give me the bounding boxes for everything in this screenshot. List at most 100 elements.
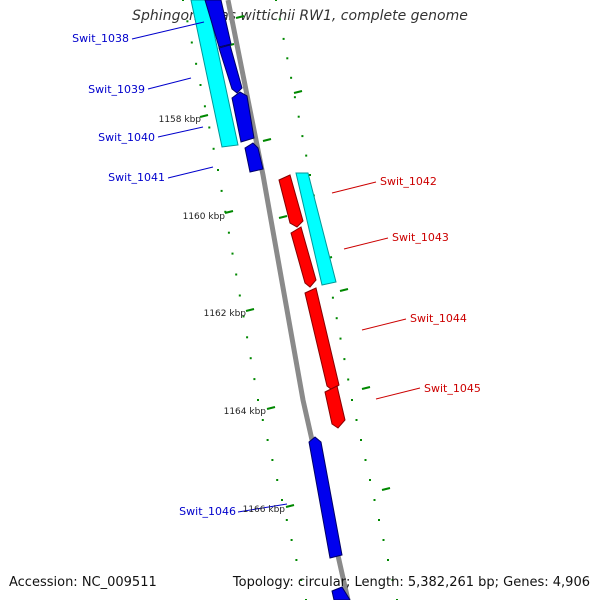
leader-swit-1042 [331, 181, 377, 194]
gene-arrow-swit-1040[interactable] [231, 91, 255, 143]
inner-guide-dot [257, 399, 259, 401]
outer-guide-dot [275, 0, 277, 1]
outer-guide-dot [391, 579, 394, 581]
outer-guide-dot [335, 317, 338, 320]
inner-guide-dot [290, 539, 293, 541]
inner-guide-dot [235, 273, 238, 276]
tick-mark [266, 406, 276, 410]
kbp-label-1160: 1160 kbp [183, 212, 226, 222]
gene-arrow-swit-1044[interactable] [304, 287, 340, 391]
tick-mark [381, 487, 391, 491]
inner-guide-dot [190, 41, 193, 44]
gene-label-swit-1046[interactable]: Swit_1046 [179, 505, 236, 518]
gene-label-swit-1041[interactable]: Swit_1041 [108, 171, 165, 184]
gene-label-swit-1038[interactable]: Swit_1038 [72, 32, 129, 45]
leader-swit-1038 [131, 21, 205, 40]
inner-guide-dot [246, 336, 249, 339]
leader-swit-1039 [147, 77, 192, 90]
outer-guide-dot [378, 519, 380, 521]
gene-arrow-swit-1045[interactable] [324, 385, 346, 429]
leader-swit-1045 [375, 387, 421, 400]
genome-summary-text: Topology: circular; Length: 5,382,261 bp… [232, 575, 590, 590]
tick-mark [293, 90, 303, 94]
inner-guide-dot [231, 252, 234, 255]
leader-lines [131, 21, 421, 513]
gene-label-swit-1045[interactable]: Swit_1045 [424, 382, 481, 395]
inner-guide-dot [203, 105, 206, 108]
outer-guide-dot [301, 135, 304, 138]
gene-label-swit-1042[interactable]: Swit_1042 [380, 175, 437, 188]
kbp-label-1162: 1162 kbp [204, 309, 247, 319]
cds-band-forward [190, 0, 239, 148]
cds-band-reverse [295, 172, 337, 286]
kbp-label-1158: 1158 kbp [159, 115, 202, 125]
gene-label-swit-1043[interactable]: Swit_1043 [392, 231, 449, 244]
inner-guide-dot [261, 419, 264, 421]
tick-mark [262, 138, 272, 142]
outer-guide-dot [331, 296, 334, 299]
leader-swit-1043 [343, 237, 389, 250]
inner-guide-dot [227, 231, 230, 234]
outer-guide-dot [387, 559, 389, 561]
outer-guide-dot [355, 419, 358, 421]
outer-guide-dot [373, 499, 376, 501]
tick-mark [235, 15, 245, 19]
inner-guide-dot [249, 357, 252, 360]
kbp-labels: 1158 kbp 1160 kbp 1162 kbp 1164 kbp 1166… [159, 115, 286, 515]
tick-mark [199, 114, 209, 118]
inner-guide-dot [285, 519, 288, 521]
inner-guide-dot [295, 559, 298, 561]
gene-labels: Swit_1038 Swit_1039 Swit_1040 Swit_1041 … [72, 32, 481, 518]
tick-mark [224, 210, 234, 214]
kbp-label-1164: 1164 kbp [224, 407, 267, 417]
inner-guide-dot [238, 294, 241, 297]
kbp-label-1166: 1166 kbp [243, 505, 286, 515]
gene-arrow-swit-1039[interactable] [218, 44, 243, 94]
inner-guide-dot [199, 84, 202, 86]
gene-arrow-swit-1042[interactable] [278, 174, 304, 228]
inner-guide-dot [195, 62, 198, 65]
inner-guide-dot [300, 579, 303, 581]
tick-mark [361, 386, 371, 390]
outer-guide-dot [282, 37, 285, 40]
inner-guide-dot [217, 169, 219, 171]
outer-guide-dot [360, 439, 362, 441]
gene-label-swit-1040[interactable]: Swit_1040 [98, 131, 155, 144]
leader-swit-1040 [157, 126, 204, 138]
inner-guide-dot [208, 126, 211, 129]
accession-text: Accession: NC_009511 [9, 575, 157, 590]
outer-guide-dot [278, 18, 281, 21]
inner-guide-dot [276, 479, 279, 481]
inner-guide-dot [281, 499, 283, 501]
inner-guide-dot [220, 189, 223, 192]
outer-guide-dot [339, 337, 342, 340]
outer-guide-dot [309, 174, 311, 176]
outer-guide-dot [347, 378, 350, 381]
leader-swit-1046 [237, 503, 288, 513]
tick-mark [278, 215, 288, 219]
outer-guide-dot [343, 358, 346, 361]
inner-guide-dot [242, 315, 245, 318]
tick-mark [285, 504, 295, 508]
gene-label-swit-1044[interactable]: Swit_1044 [410, 312, 467, 325]
outer-guide-dot [364, 459, 367, 461]
inner-guide-dot [266, 439, 269, 441]
tick-mark [339, 288, 349, 292]
outer-guide-dot [293, 96, 296, 99]
outer-guide-dot [286, 57, 289, 60]
kbp-ticks [199, 15, 391, 508]
inner-guide-dot [186, 20, 189, 23]
inner-guide-dot [182, 0, 184, 1]
gene-label-swit-1039[interactable]: Swit_1039 [88, 83, 145, 96]
gene-arrow-swit-1046[interactable] [308, 436, 343, 559]
outer-guide-dot [369, 479, 371, 481]
gene-arrow-swit-1047[interactable] [331, 586, 351, 600]
outer-guide-dot [297, 115, 300, 118]
gene-arrow-swit-1043[interactable] [290, 226, 317, 288]
gene-arrow-swit-1038[interactable] [204, 0, 232, 48]
inner-guide-dot [271, 459, 274, 461]
gene-arrow-swit-1041[interactable] [244, 142, 264, 173]
inner-guide-dot [253, 378, 256, 381]
outer-guide-dot [351, 399, 353, 401]
